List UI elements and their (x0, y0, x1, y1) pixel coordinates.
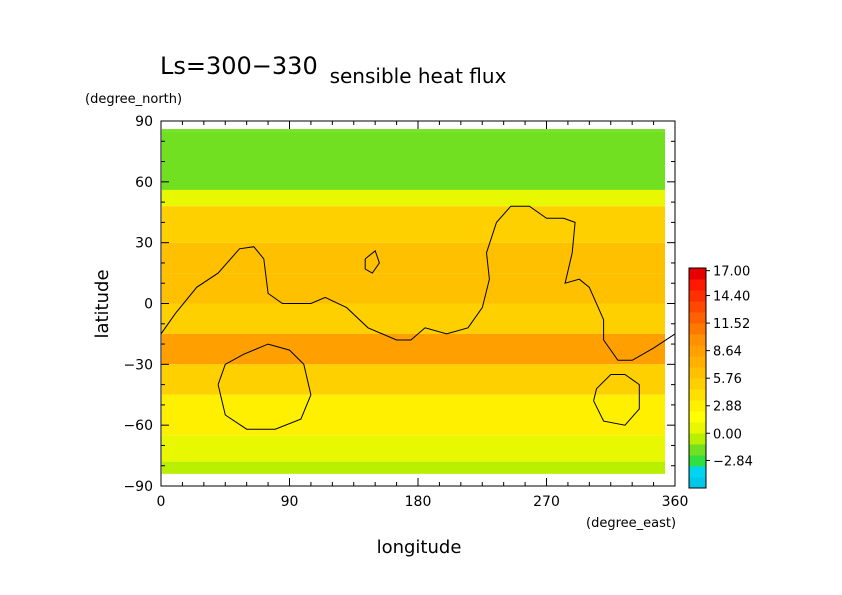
colorbar-bin-9 (689, 378, 706, 390)
colorbar-bin-11 (689, 356, 706, 368)
y-tick-label: −60 (123, 418, 153, 434)
x-tick-label: 180 (405, 494, 432, 510)
colorbar-bin-4 (689, 433, 706, 445)
y-unit-label: (degree_north) (85, 92, 182, 107)
colorbar-label: 14.40 (713, 290, 750, 305)
y-tick-label: 30 (135, 236, 153, 252)
colorbar-label: 2.88 (713, 400, 742, 415)
colorbar-bin-3 (689, 444, 706, 456)
colorbar-bin-12 (689, 345, 706, 357)
colorbar-bin-14 (689, 323, 706, 335)
contour-lines (160, 205, 676, 430)
colorbar-bin-1 (689, 466, 706, 478)
colorbar-bin-0 (689, 477, 706, 489)
y-tick-label: 60 (135, 175, 153, 191)
colorbar-bin-15 (689, 312, 706, 324)
field-band-5 (161, 273, 666, 304)
field-band-11 (161, 461, 666, 474)
y-tick-label: 0 (144, 297, 153, 313)
colorbar-label: 11.52 (713, 317, 750, 332)
colorbar-label: 0.00 (713, 427, 742, 442)
colorbar-bin-2 (689, 455, 706, 467)
field-band-3 (161, 206, 666, 243)
y-tick-label: 90 (135, 114, 153, 130)
colorbar-label: 17.00 (713, 265, 750, 280)
field-band-8 (161, 364, 666, 395)
contour-continent (160, 205, 676, 361)
x-axis-label: longitude (377, 537, 462, 558)
field-band-4 (161, 242, 666, 274)
x-unit-label: (degree_east) (586, 516, 676, 531)
x-tick-label: 360 (662, 494, 689, 510)
colorbar: 17.00 14.40 11.52 8.64 5.76 2.88 0.00 −2.84 (688, 265, 753, 489)
field-band-2 (161, 189, 666, 207)
colorbar-label: 8.64 (713, 345, 742, 360)
colorbar-bin-10 (689, 367, 706, 379)
colorbar-bin-6 (689, 411, 706, 423)
y-tick-label: −30 (123, 357, 153, 373)
colorbar-label: −2.84 (713, 454, 753, 469)
colorbar-bin-19 (689, 268, 706, 280)
x-tick-label: 270 (533, 494, 560, 510)
colorbar-bin-7 (689, 400, 706, 412)
field-band-9 (161, 394, 666, 436)
field-band-1 (161, 131, 666, 190)
field-band-7 (161, 333, 666, 365)
contour-crater-east (593, 374, 640, 426)
colorbar-bin-13 (689, 334, 706, 346)
period-label: Ls=300−330 (160, 52, 318, 80)
axis-ticks: 0 90 180 270 360 90 60 30 0 −30 −60 −90 (123, 114, 688, 510)
colorbar-bin-5 (689, 422, 706, 434)
y-tick-label: −90 (123, 479, 153, 495)
field-band-10 (161, 435, 666, 462)
x-tick-label: 90 (281, 494, 299, 510)
colorbar-bin-16 (689, 301, 706, 313)
heat-flux-field (161, 129, 666, 474)
colorbar-bin-17 (689, 290, 706, 302)
colorbar-bin-18 (689, 279, 706, 291)
x-tick-label: 0 (157, 494, 166, 510)
y-axis-label: latitude (92, 269, 113, 338)
contour-crater-west (217, 343, 312, 430)
field-band-0 (161, 129, 666, 132)
colorbar-bin-8 (689, 389, 706, 401)
field-band-6 (161, 303, 666, 334)
colorbar-label: 5.76 (713, 372, 742, 387)
contour-island (364, 249, 380, 274)
chart-title: sensible heat flux (330, 64, 507, 88)
